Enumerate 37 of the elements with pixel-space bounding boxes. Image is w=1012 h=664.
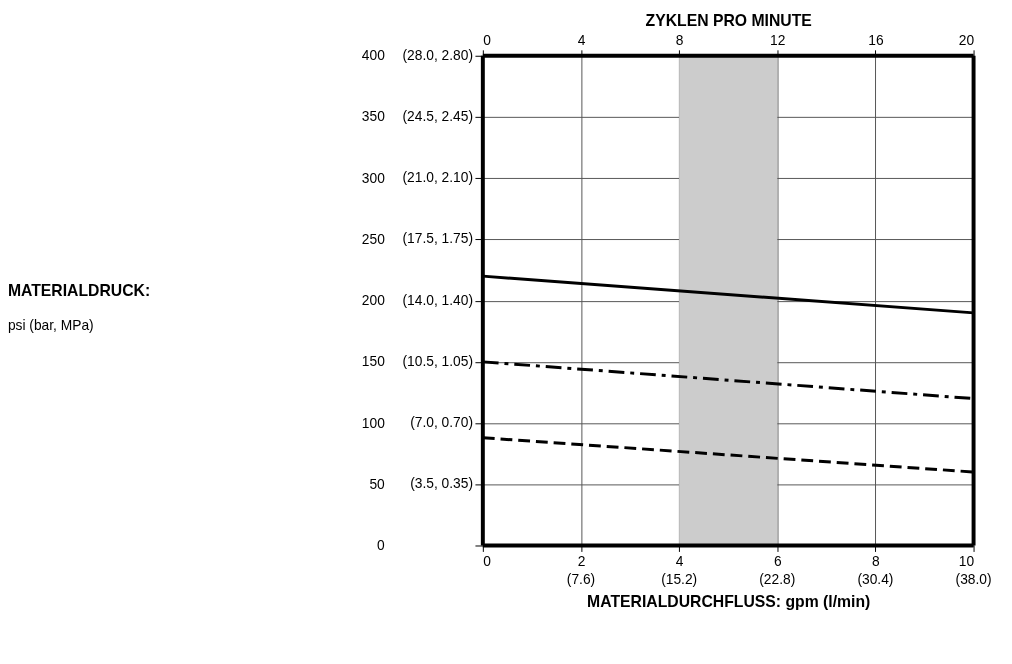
text: (17.5, 1.75) <box>402 231 473 247</box>
x-tick-label: 2 <box>577 553 586 569</box>
x2-tick-label: 12 <box>770 33 786 49</box>
x-tick-label: 8 <box>872 553 881 569</box>
text: (22.8) <box>759 571 796 587</box>
text: (24.5, 2.45) <box>402 108 473 124</box>
text: (7.0, 0.70) <box>410 415 473 431</box>
y-tick-label: 50 <box>369 476 386 492</box>
y-tick-label: 250 <box>361 231 386 247</box>
text: (3.5, 0.35) <box>410 476 473 492</box>
text: (30.4) <box>857 571 894 587</box>
text: (10.5, 1.05) <box>402 353 473 369</box>
x2-tick-label: 16 <box>868 33 884 49</box>
text: (28.0, 2.80) <box>402 47 473 63</box>
y-tick-label: 150 <box>361 354 386 370</box>
text: (7.6) <box>566 571 596 587</box>
text: (14.0, 1.40) <box>402 292 473 308</box>
x-tick-label: 10 <box>958 553 975 569</box>
y-tick-label: 0 <box>377 537 386 553</box>
text: MATERIALDRUCK: psi (bar, MPa) <box>7 281 151 334</box>
x-tick-label: 6 <box>773 553 782 569</box>
x-tick-label: 4 <box>675 553 684 569</box>
y-tick-label: 100 <box>361 415 386 431</box>
y-tick-label: 200 <box>361 293 386 309</box>
x-axis-title: MATERIALDURCHFLUSS: gpm (l/min) <box>587 593 871 611</box>
x2-tick-label: 4 <box>577 33 586 49</box>
y-tick-label: 400 <box>361 48 386 64</box>
text: (38.0) <box>955 571 992 587</box>
y-tick-label: 350 <box>361 109 386 125</box>
x-tick-label: 0 <box>483 553 492 569</box>
x2-tick-label: 20 <box>958 33 975 49</box>
y-tick-label: 300 <box>361 170 386 186</box>
x2-tick-label: 8 <box>675 33 684 49</box>
x2-axis-title: ZYKLEN PRO MINUTE <box>645 11 812 29</box>
text: (21.0, 2.10) <box>402 170 473 186</box>
text: (15.2) <box>661 571 698 587</box>
x2-tick-label: 0 <box>483 33 492 49</box>
